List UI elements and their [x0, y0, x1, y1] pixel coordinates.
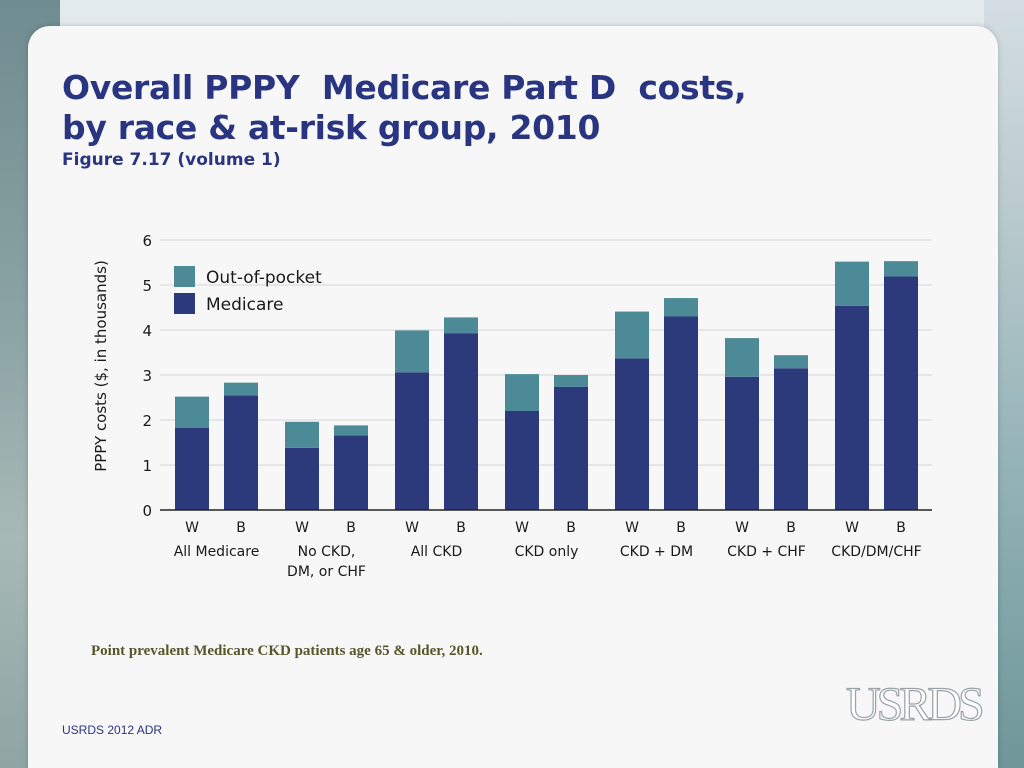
race-tick-label: B: [456, 520, 466, 536]
footnote: Point prevalent Medicare CKD patients ag…: [91, 643, 483, 659]
slide-title: Overall PPPY Medicare Part D costs, by r…: [62, 68, 747, 148]
bar-medicare: [444, 333, 478, 510]
race-tick-label: B: [566, 520, 576, 536]
group-label: CKD + CHF: [727, 544, 806, 560]
race-tick-label: B: [346, 520, 356, 536]
race-tick-label: B: [676, 520, 686, 536]
y-tick-label: 4: [142, 322, 152, 340]
legend-swatch: [174, 266, 195, 287]
group-label: All Medicare: [174, 544, 260, 560]
bar-medicare: [835, 305, 869, 510]
y-tick-label: 1: [142, 457, 152, 475]
slide-title-line-1: Overall PPPY Medicare Part D costs,: [62, 68, 747, 107]
y-tick-label: 6: [142, 232, 152, 250]
race-tick-label: B: [896, 520, 906, 536]
bar-medicare: [664, 316, 698, 510]
bar-out-of-pocket: [615, 311, 649, 359]
group-label: CKD only: [515, 544, 579, 560]
group-label: CKD/DM/CHF: [831, 544, 921, 560]
legend-label: Medicare: [206, 295, 283, 315]
race-tick-label: B: [236, 520, 246, 536]
race-tick-label: B: [786, 520, 796, 536]
source-label: USRDS 2012 ADR: [62, 723, 163, 737]
bar-out-of-pocket: [285, 421, 319, 448]
bar-medicare: [505, 411, 539, 510]
race-tick-label: W: [295, 520, 309, 536]
bar-out-of-pocket: [505, 374, 539, 411]
bar-medicare: [774, 368, 808, 510]
bar-medicare: [285, 447, 319, 510]
bar-out-of-pocket: [444, 317, 478, 334]
race-tick-label: W: [515, 520, 529, 536]
legend: Out-of-pocket Medicare: [174, 266, 322, 315]
bar-medicare: [224, 395, 258, 510]
race-tick-label: W: [185, 520, 199, 536]
legend-label: Out-of-pocket: [206, 268, 322, 288]
bar-medicare: [334, 435, 368, 510]
y-tick-label: 3: [142, 367, 152, 385]
bar-medicare: [175, 427, 209, 510]
group-label: DM, or CHF: [287, 564, 366, 580]
y-tick-label: 5: [142, 277, 152, 295]
bar-medicare: [615, 358, 649, 510]
labels: 0 1 2 3 4 5 6 PPPY costs ($, in thousands) W B All…: [92, 232, 922, 580]
race-tick-label: W: [405, 520, 419, 536]
legend-swatch: [174, 293, 195, 314]
bars: [175, 261, 918, 510]
race-tick-label: W: [735, 520, 749, 536]
bar-out-of-pocket: [554, 375, 588, 387]
bar-medicare: [725, 376, 759, 510]
bar-out-of-pocket: [774, 355, 808, 369]
y-tick-label: 2: [142, 412, 152, 430]
y-axis-title: PPPY costs ($, in thousands): [92, 260, 110, 472]
bar-out-of-pocket: [334, 425, 368, 436]
bar-out-of-pocket: [725, 338, 759, 377]
y-tick-label: 0: [142, 502, 152, 520]
bar-out-of-pocket: [175, 396, 209, 428]
figure-subtitle: Figure 7.17 (volume 1): [62, 150, 281, 170]
slide-title-line-2: by race & at-risk group, 2010: [62, 108, 601, 147]
bar-out-of-pocket: [884, 261, 918, 277]
bar-out-of-pocket: [835, 261, 869, 306]
group-label: CKD + DM: [620, 544, 693, 560]
bar-medicare: [554, 386, 588, 510]
bar-out-of-pocket: [224, 382, 258, 396]
bar-medicare: [884, 276, 918, 510]
race-tick-label: W: [845, 520, 859, 536]
group-label: All CKD: [411, 544, 463, 560]
usrds-logo: USRDS: [845, 678, 985, 731]
race-tick-label: W: [625, 520, 639, 536]
group-label: No CKD,: [298, 544, 356, 560]
bar-out-of-pocket: [395, 330, 429, 373]
bar-medicare: [395, 372, 429, 510]
bar-out-of-pocket: [664, 298, 698, 317]
